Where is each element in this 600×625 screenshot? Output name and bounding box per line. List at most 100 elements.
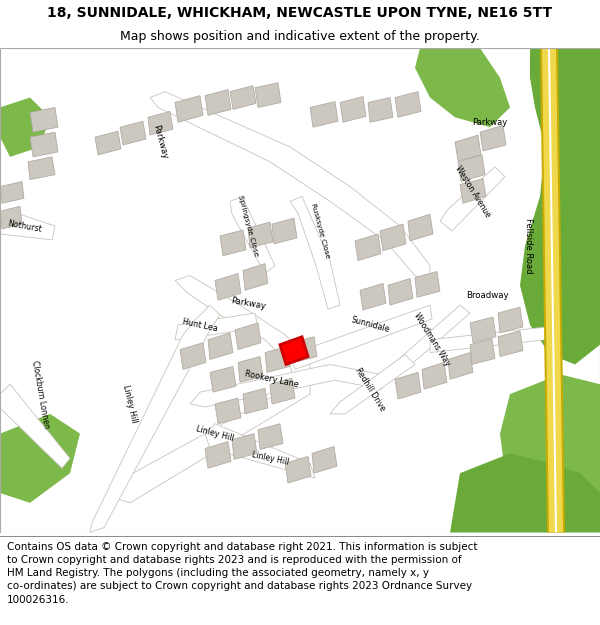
Polygon shape xyxy=(498,331,523,356)
Polygon shape xyxy=(258,424,283,449)
Polygon shape xyxy=(498,307,523,333)
Polygon shape xyxy=(215,274,241,300)
Text: Parkway: Parkway xyxy=(151,124,169,160)
Polygon shape xyxy=(290,305,432,369)
Polygon shape xyxy=(190,364,382,407)
Polygon shape xyxy=(360,283,386,310)
Polygon shape xyxy=(330,354,415,414)
Text: Redhill Drive: Redhill Drive xyxy=(353,366,387,413)
Text: Contains OS data © Crown copyright and database right 2021. This information is : Contains OS data © Crown copyright and d… xyxy=(7,542,478,604)
Text: Nothurst: Nothurst xyxy=(7,219,43,234)
Text: Springsyde Close: Springsyde Close xyxy=(237,195,259,258)
Polygon shape xyxy=(248,222,273,248)
Polygon shape xyxy=(150,92,430,281)
Polygon shape xyxy=(235,323,261,349)
Polygon shape xyxy=(238,356,263,382)
Polygon shape xyxy=(120,121,146,145)
Polygon shape xyxy=(180,342,206,369)
Text: Woodmans Way: Woodmans Way xyxy=(412,312,452,368)
Polygon shape xyxy=(0,414,80,503)
Text: Hunt Lea: Hunt Lea xyxy=(182,317,218,333)
Polygon shape xyxy=(115,379,310,503)
Text: Broadway: Broadway xyxy=(466,291,508,300)
Polygon shape xyxy=(255,82,281,107)
Text: Rusksyde Close: Rusksyde Close xyxy=(310,202,330,259)
Polygon shape xyxy=(480,125,506,151)
Polygon shape xyxy=(95,131,121,155)
Polygon shape xyxy=(28,157,55,179)
Text: 18, SUNNIDALE, WHICKHAM, NEWCASTLE UPON TYNE, NE16 5TT: 18, SUNNIDALE, WHICKHAM, NEWCASTLE UPON … xyxy=(47,6,553,21)
Polygon shape xyxy=(388,279,413,305)
Polygon shape xyxy=(210,366,236,392)
Text: Parkway: Parkway xyxy=(230,296,266,311)
Polygon shape xyxy=(542,48,563,532)
Polygon shape xyxy=(265,347,290,372)
Polygon shape xyxy=(0,98,50,157)
Polygon shape xyxy=(395,92,421,118)
Polygon shape xyxy=(243,388,268,414)
Polygon shape xyxy=(205,89,231,116)
Polygon shape xyxy=(415,48,510,128)
Polygon shape xyxy=(415,271,440,298)
Polygon shape xyxy=(30,132,58,157)
Polygon shape xyxy=(470,339,495,364)
Text: Clockburn Lonnen: Clockburn Lonnen xyxy=(29,359,50,429)
Text: Linley Hill: Linley Hill xyxy=(121,384,139,424)
Text: Rookery Lane: Rookery Lane xyxy=(244,369,299,389)
Polygon shape xyxy=(422,362,447,389)
Polygon shape xyxy=(148,111,173,135)
Polygon shape xyxy=(340,96,366,122)
Text: Parkway: Parkway xyxy=(472,118,508,127)
Polygon shape xyxy=(460,179,486,203)
Polygon shape xyxy=(243,264,268,290)
Polygon shape xyxy=(430,327,547,352)
Polygon shape xyxy=(290,196,340,309)
Text: Sunnidale: Sunnidale xyxy=(350,316,391,334)
Polygon shape xyxy=(215,398,241,424)
Polygon shape xyxy=(270,378,295,404)
Polygon shape xyxy=(272,218,297,244)
Polygon shape xyxy=(280,337,308,364)
Polygon shape xyxy=(500,374,600,512)
Polygon shape xyxy=(540,48,565,532)
Polygon shape xyxy=(0,206,22,229)
Polygon shape xyxy=(0,210,55,240)
Polygon shape xyxy=(208,333,233,359)
Polygon shape xyxy=(292,337,317,362)
Polygon shape xyxy=(30,107,58,132)
Polygon shape xyxy=(205,441,231,468)
Polygon shape xyxy=(380,224,406,251)
Polygon shape xyxy=(232,434,257,459)
Polygon shape xyxy=(450,453,600,532)
Polygon shape xyxy=(90,305,220,532)
Polygon shape xyxy=(230,196,275,274)
Polygon shape xyxy=(448,352,473,379)
Polygon shape xyxy=(455,135,481,161)
Polygon shape xyxy=(285,456,311,483)
Text: Linley Hill: Linley Hill xyxy=(195,424,235,443)
Polygon shape xyxy=(0,384,70,468)
Text: Map shows position and indicative extent of the property.: Map shows position and indicative extent… xyxy=(120,29,480,42)
Polygon shape xyxy=(458,155,485,182)
Polygon shape xyxy=(312,446,337,473)
Polygon shape xyxy=(368,98,393,122)
Polygon shape xyxy=(175,96,203,122)
Polygon shape xyxy=(395,372,421,399)
Polygon shape xyxy=(385,305,470,374)
Polygon shape xyxy=(220,230,246,256)
Polygon shape xyxy=(470,317,496,342)
Text: Linley Hill: Linley Hill xyxy=(251,450,289,467)
Polygon shape xyxy=(230,86,256,109)
Polygon shape xyxy=(310,101,338,127)
Text: Weston Avenue: Weston Avenue xyxy=(454,164,493,219)
Polygon shape xyxy=(205,424,315,478)
Polygon shape xyxy=(355,234,381,261)
Polygon shape xyxy=(175,276,310,384)
Polygon shape xyxy=(175,313,258,340)
Polygon shape xyxy=(440,167,505,231)
Polygon shape xyxy=(548,48,557,532)
Polygon shape xyxy=(0,182,24,203)
Polygon shape xyxy=(520,48,600,364)
Polygon shape xyxy=(408,214,433,241)
Text: Fellside Road: Fellside Road xyxy=(524,218,533,274)
